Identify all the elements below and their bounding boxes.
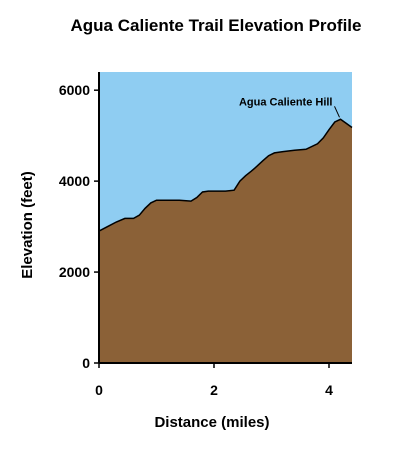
x-axis-label: Distance (miles) (154, 414, 269, 431)
peak-annotation: Agua Caliente Hill (239, 96, 333, 108)
terrain-area (99, 119, 352, 363)
y-axis-label: Elevation (feet) (19, 171, 36, 279)
y-tick-label: 6000 (59, 82, 90, 98)
x-tick-label: 4 (325, 382, 333, 398)
y-tick-label: 0 (82, 355, 90, 371)
plot-area (98, 72, 353, 364)
peak-leader-line (334, 106, 340, 118)
y-tick-label: 2000 (59, 264, 90, 280)
x-tick-label: 2 (210, 382, 218, 398)
elevation-line (98, 118, 353, 232)
axis-ticks: 0 2000 4000 6000 0 2 4 (59, 82, 333, 398)
y-tick-label: 4000 (59, 173, 90, 189)
annotations: Agua Caliente Hill (239, 96, 340, 118)
chart-title: Agua Caliente Trail Elevation Profile (71, 16, 362, 35)
x-tick-label: 0 (95, 382, 103, 398)
